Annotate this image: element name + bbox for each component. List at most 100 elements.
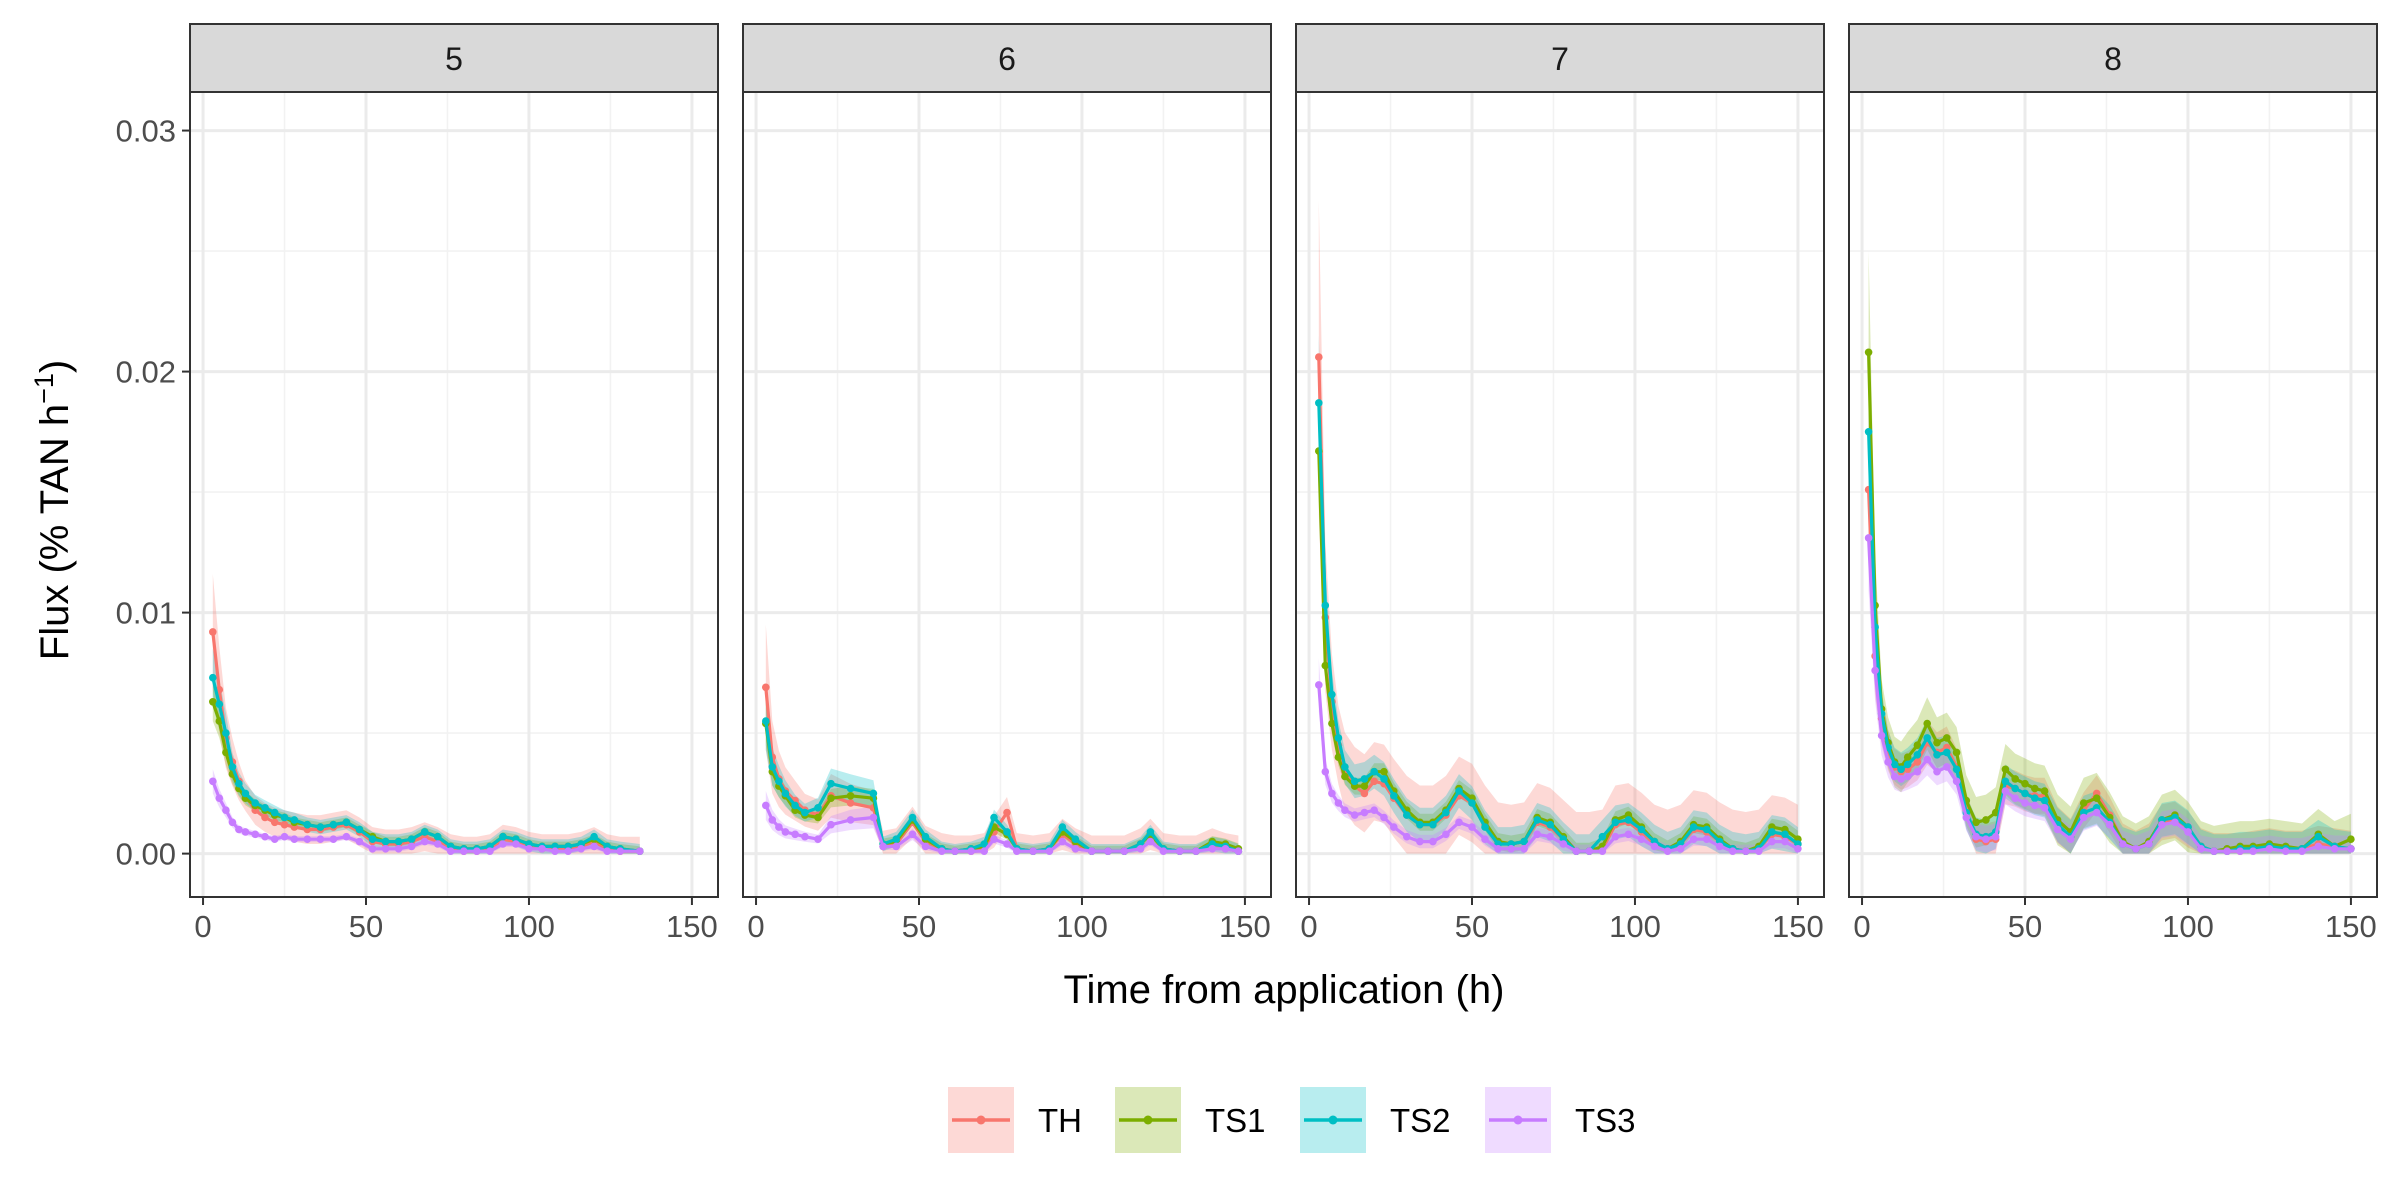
data-point-ts3 <box>1913 767 1922 776</box>
data-point-ts2 <box>1781 830 1789 839</box>
legend-key-point <box>1513 1115 1523 1125</box>
data-point-ts1 <box>1864 348 1873 357</box>
data-point-ts3 <box>1013 847 1021 855</box>
data-point-ts1 <box>1321 661 1330 670</box>
data-point-ts3 <box>316 835 325 843</box>
facet-strip-label: 5 <box>445 41 463 77</box>
data-point-ts3 <box>2236 847 2244 855</box>
facet-panel-6: 6 <box>742 23 1272 898</box>
data-point-ts3 <box>290 835 299 843</box>
data-point-th <box>209 628 217 636</box>
x-tick-label: 150 <box>1772 909 1824 944</box>
data-point-ts2 <box>209 673 217 682</box>
data-point-ts3 <box>636 847 644 855</box>
data-point-ts2 <box>381 837 390 846</box>
data-point-ts3 <box>407 842 416 851</box>
data-point-ts3 <box>1742 847 1750 855</box>
data-point-ts3 <box>512 840 520 848</box>
data-point-ts2 <box>280 813 289 822</box>
x-tick-label: 50 <box>349 909 383 944</box>
data-point-ts3 <box>1972 832 1980 841</box>
data-point-th <box>1315 353 1323 361</box>
data-point-ts3 <box>2158 820 2166 829</box>
data-point-ts2 <box>762 717 770 725</box>
x-tick-label: 100 <box>2162 909 2214 944</box>
data-point-ts3 <box>827 820 835 829</box>
data-point-ts2 <box>1468 799 1476 807</box>
data-point-ts3 <box>1058 837 1067 846</box>
data-point-ts2 <box>921 832 930 841</box>
data-point-ts2 <box>1952 765 1961 774</box>
data-point-ts2 <box>355 825 364 834</box>
data-point-ts2 <box>1390 792 1398 800</box>
data-point-ts2 <box>2011 784 2019 793</box>
data-point-ts3 <box>1624 830 1633 839</box>
y-axis-title-main: Flux (% TAN h <box>33 404 77 660</box>
data-point-ts1 <box>1943 734 1951 742</box>
data-point-ts3 <box>1702 835 1711 843</box>
data-point-ts3 <box>1234 847 1243 855</box>
data-point-ts3 <box>499 840 507 848</box>
data-point-ts1 <box>1903 753 1912 761</box>
data-point-ts1 <box>2031 784 2039 793</box>
data-point-ts3 <box>270 835 279 843</box>
data-point-ts2 <box>1360 775 1369 783</box>
data-point-ts3 <box>209 777 217 786</box>
data-point-th <box>762 683 770 692</box>
data-point-ts3 <box>2132 845 2140 853</box>
x-tick-label: 0 <box>1853 909 1870 944</box>
data-point-ts2 <box>908 813 917 822</box>
data-point-ts3 <box>486 847 494 855</box>
legend-item-ts2: TS2 <box>1300 1087 1451 1153</box>
data-point-ts3 <box>1962 813 1971 822</box>
data-point-ts3 <box>1481 835 1489 843</box>
data-point-ts3 <box>1146 837 1155 846</box>
data-point-ts3 <box>1768 837 1776 846</box>
data-point-ts3 <box>879 842 887 851</box>
data-point-ts1 <box>814 813 822 822</box>
data-point-ts3 <box>1728 847 1737 855</box>
data-point-ts2 <box>775 777 783 786</box>
ribbon-ts2 <box>212 648 640 854</box>
data-point-ts3 <box>2314 842 2323 851</box>
x-tick-label: 150 <box>1219 909 1271 944</box>
data-point-ts2 <box>1689 823 1698 831</box>
data-point-ts2 <box>768 763 777 771</box>
data-point-ts2 <box>791 801 799 810</box>
data-point-ts2 <box>869 789 878 798</box>
data-point-ts2 <box>1380 775 1388 783</box>
data-point-ts1 <box>2011 775 2019 783</box>
data-point-ts2 <box>1429 820 1437 829</box>
data-point-ts3 <box>1897 775 1905 783</box>
data-point-ts1 <box>209 698 217 706</box>
data-point-ts3 <box>551 847 559 855</box>
data-point-ts2 <box>1455 787 1463 795</box>
data-point-ts3 <box>251 830 259 839</box>
data-point-th <box>1003 808 1011 817</box>
data-point-ts3 <box>2223 847 2231 855</box>
data-point-ts2 <box>251 799 259 807</box>
data-point-ts3 <box>1903 772 1912 781</box>
data-point-ts3 <box>1455 818 1463 827</box>
data-point-ts2 <box>261 804 269 812</box>
data-point-ts3 <box>616 847 624 855</box>
data-point-ts3 <box>1334 799 1343 807</box>
data-point-ts3 <box>590 842 598 851</box>
data-point-ts3 <box>433 840 442 848</box>
data-point-ts3 <box>261 832 269 841</box>
data-point-ts3 <box>1982 835 1990 843</box>
data-point-ts3 <box>768 816 777 824</box>
data-point-ts2 <box>499 832 507 841</box>
data-point-ts3 <box>1546 832 1554 841</box>
data-point-ts3 <box>967 847 975 855</box>
data-point-ts3 <box>1871 666 1879 675</box>
data-point-ts1 <box>846 792 855 800</box>
data-point-ts3 <box>577 845 585 853</box>
data-point-th <box>1370 777 1378 786</box>
data-point-ts3 <box>1715 842 1724 851</box>
data-point-ts2 <box>814 804 822 812</box>
data-point-ts3 <box>951 847 959 855</box>
data-point-ts1 <box>1982 816 1990 824</box>
data-point-ts3 <box>2066 835 2075 843</box>
